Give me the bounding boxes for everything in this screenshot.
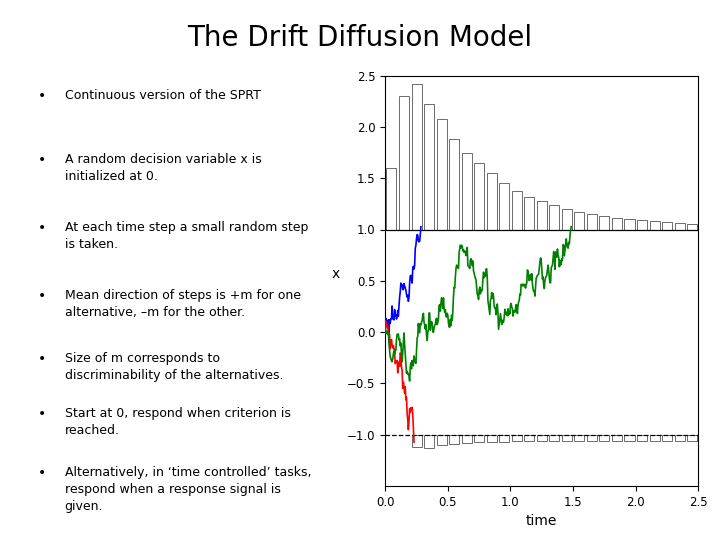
Bar <box>612 435 622 441</box>
Bar <box>662 435 672 441</box>
Bar <box>600 216 609 229</box>
Y-axis label: x: x <box>332 267 340 281</box>
Text: •: • <box>38 153 46 167</box>
Bar <box>487 435 497 442</box>
Bar <box>499 183 509 230</box>
Bar <box>637 220 647 230</box>
Bar <box>675 435 685 441</box>
Bar <box>512 435 522 441</box>
Bar <box>624 219 634 230</box>
Bar <box>649 221 660 229</box>
Bar <box>575 435 585 441</box>
Bar <box>537 435 546 441</box>
Bar <box>436 119 446 230</box>
Text: At each time step a small random step
is taken.: At each time step a small random step is… <box>65 221 308 251</box>
Bar <box>436 435 446 445</box>
Bar <box>575 212 585 230</box>
Text: Start at 0, respond when criterion is
reached.: Start at 0, respond when criterion is re… <box>65 407 291 437</box>
Bar <box>587 214 597 230</box>
Bar <box>549 205 559 230</box>
Bar <box>499 435 509 442</box>
Bar <box>562 435 572 441</box>
Bar <box>612 218 622 230</box>
Bar <box>387 168 397 230</box>
Bar <box>662 222 672 230</box>
Bar <box>562 209 572 230</box>
Bar <box>512 191 522 229</box>
Bar <box>687 435 697 441</box>
Text: Size of m corresponds to
discriminability of the alternatives.: Size of m corresponds to discriminabilit… <box>65 352 283 382</box>
Bar <box>524 435 534 441</box>
Text: •: • <box>38 465 46 480</box>
Bar <box>649 435 660 441</box>
Bar <box>462 435 472 443</box>
Bar <box>474 435 484 442</box>
Bar <box>424 104 434 230</box>
Text: The Drift Diffusion Model: The Drift Diffusion Model <box>187 24 533 52</box>
Text: A random decision variable x is
initialized at 0.: A random decision variable x is initiali… <box>65 153 261 183</box>
Bar <box>412 84 421 230</box>
Bar <box>600 435 609 441</box>
Text: •: • <box>38 289 46 303</box>
Text: •: • <box>38 352 46 366</box>
Bar <box>449 435 459 444</box>
Bar <box>587 435 597 441</box>
Text: •: • <box>38 221 46 235</box>
X-axis label: time: time <box>526 514 557 528</box>
Text: Continuous version of the SPRT: Continuous version of the SPRT <box>65 89 261 102</box>
Bar <box>675 224 685 230</box>
Text: Alternatively, in ‘time controlled’ tasks,
respond when a response signal is
giv: Alternatively, in ‘time controlled’ task… <box>65 465 311 512</box>
Bar <box>537 201 546 230</box>
Bar <box>399 96 409 230</box>
Bar <box>487 173 497 230</box>
Bar <box>549 435 559 441</box>
Bar <box>424 435 434 448</box>
Bar <box>474 163 484 230</box>
Bar <box>624 435 634 441</box>
Text: •: • <box>38 89 46 103</box>
Bar <box>637 435 647 441</box>
Bar <box>687 225 697 230</box>
Text: Mean direction of steps is +m for one
alternative, –m for the other.: Mean direction of steps is +m for one al… <box>65 289 301 319</box>
Text: •: • <box>38 407 46 421</box>
Bar <box>462 152 472 230</box>
Bar <box>449 139 459 230</box>
Bar <box>412 435 421 447</box>
Bar <box>524 197 534 230</box>
